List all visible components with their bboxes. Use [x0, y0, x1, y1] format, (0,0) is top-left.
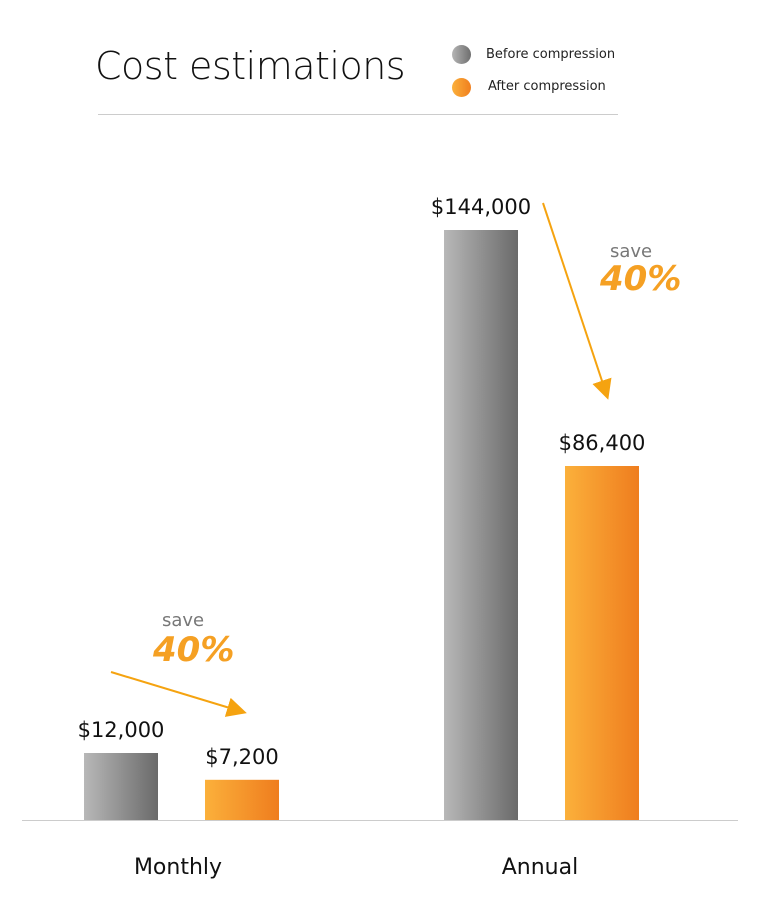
- bar-annual-after: [565, 466, 639, 820]
- data-label: $144,000: [431, 195, 531, 219]
- legend-swatch-before: [452, 45, 471, 64]
- x-tick-label: Monthly: [134, 855, 222, 880]
- bar-annual-before: [444, 230, 518, 820]
- arrow-monthly: [110, 671, 247, 717]
- x-tick-label: Annual: [502, 855, 578, 880]
- data-label: $7,200: [205, 745, 278, 769]
- arrow-annual: [542, 202, 612, 400]
- chart-title: Cost estimations: [95, 44, 406, 88]
- annotation-save-monthly: save: [162, 610, 205, 631]
- data-label: $12,000: [78, 718, 165, 742]
- annotation-percent-monthly: 40%: [153, 630, 235, 670]
- legend-label-before: Before compression: [486, 47, 616, 62]
- data-label: $86,400: [559, 431, 646, 455]
- annotation-percent-annual: 40%: [600, 259, 682, 299]
- legend-label-after: After compression: [488, 79, 606, 94]
- legend-swatch-after: [452, 78, 471, 97]
- bar-monthly-after: [205, 779, 279, 820]
- title-divider: [98, 114, 618, 115]
- annotation-save-annual: save: [610, 241, 653, 262]
- bar-monthly-before: [84, 753, 158, 820]
